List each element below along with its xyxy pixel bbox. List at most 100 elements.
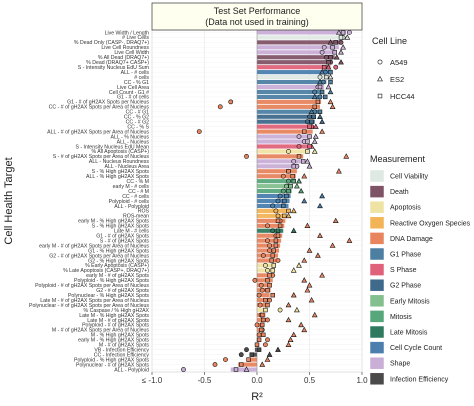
y-tick-label: Polynuclear - % High gH2AX Spots [68,293,149,299]
point-hcc44 [309,119,314,124]
y-axis-labels: Live Width / Length# Live Cells% Dead On… [29,30,149,373]
point-es2 [340,44,347,50]
y-tick-label: S - # of gH2AX Spots [100,238,150,244]
legend-triangle-icon [377,75,383,82]
point-hcc44 [311,114,316,119]
point-es2 [266,351,273,357]
point-es2 [290,267,297,273]
x-tick-label: ≤ -1.0 [142,376,163,385]
point-hcc44 [319,89,325,95]
bar [257,189,292,194]
bars [230,30,347,372]
point-a549 [181,367,186,372]
y-tick-label: CC - % M [127,179,149,185]
bar [257,109,318,114]
point-hcc44 [305,149,310,154]
point-a549 [267,248,272,253]
point-a549 [296,144,302,149]
point-a549 [217,104,223,110]
legend-swatch [369,294,385,308]
point-a549 [275,213,281,219]
point-a549 [317,74,323,80]
point-es2 [304,222,311,228]
point-hcc44 [328,79,333,85]
point-hcc44 [300,159,306,164]
y-tick-label: G2 - % High gH2AX Spots [88,258,149,264]
bar [257,40,341,45]
bar [257,99,322,104]
point-hcc44 [258,327,264,333]
bar [257,104,320,109]
point-es2 [338,59,344,65]
legend-swatch [369,372,385,386]
y-tick-label: % Early Apoptosis (CASP+) [85,263,149,269]
bar [257,283,272,288]
bar [257,124,314,129]
point-a549 [265,337,270,343]
point-es2 [308,108,315,114]
y-tick-label: CC - # G1 [126,110,149,116]
point-hcc44 [317,109,323,114]
point-es2 [344,34,351,40]
point-a549 [277,307,283,313]
point-hcc44 [254,342,260,347]
point-hcc44 [330,45,335,50]
chart-title: Test Set Performance [214,6,301,16]
title-strip-box [151,2,363,31]
bar [257,139,310,144]
legend-cell-line-title: Cell Line [372,36,407,46]
y-tick-label: ALL - Nucleus Roundness [89,159,149,165]
point-hcc44 [307,134,312,139]
bar [257,79,327,85]
point-a549 [256,332,262,338]
bar [257,75,329,80]
point-es2 [325,83,332,90]
point-es2 [319,128,326,134]
point-hcc44 [312,104,317,110]
y-tick-label: G1 - # of gH2AX Spots [96,233,149,239]
point-a549 [196,129,202,135]
point-hcc44 [267,283,272,288]
point-es2 [329,103,336,110]
point-hcc44 [270,292,275,298]
y-tick-label: % Dead (DRAQ7+ CASP+) [86,60,149,66]
bar [257,253,278,258]
point-hcc44 [307,144,312,149]
point-a549 [228,99,234,105]
point-es2 [296,262,302,268]
point-es2 [308,297,315,303]
point-hcc44 [267,273,272,278]
point-es2 [298,187,305,194]
point-es2 [327,98,334,105]
y-tick-label: Live Cell Width [114,50,149,56]
bar [257,129,313,134]
y-tick-label: # cells [134,75,149,81]
point-es2 [290,292,297,298]
y-tick-label: Late M - # of gH2AX Spots [87,318,149,324]
bar [257,50,337,55]
point-a549 [267,243,272,249]
point-hcc44 [260,312,265,318]
y-tick-label: S - % High gH2AX Spots [92,169,150,175]
y-tick-label: CC - # M [128,189,149,195]
point-hcc44 [286,188,291,194]
point-es2 [290,331,297,338]
legend-swatch [369,263,385,276]
point-hcc44 [315,99,321,105]
bar [257,55,335,60]
point-hcc44 [261,332,266,338]
bar [257,273,274,278]
point-es2 [329,242,336,248]
point-a549 [270,228,276,234]
bar [257,94,323,99]
bar [257,45,339,50]
point-a549 [262,263,268,268]
legend-swatch [369,185,385,198]
point-hcc44 [333,40,338,45]
point-es2 [327,88,334,95]
bar [257,298,269,303]
point-es2 [304,287,311,293]
y-tick-label: ROS [138,209,150,215]
point-es2 [301,277,308,283]
point-es2 [311,93,318,100]
